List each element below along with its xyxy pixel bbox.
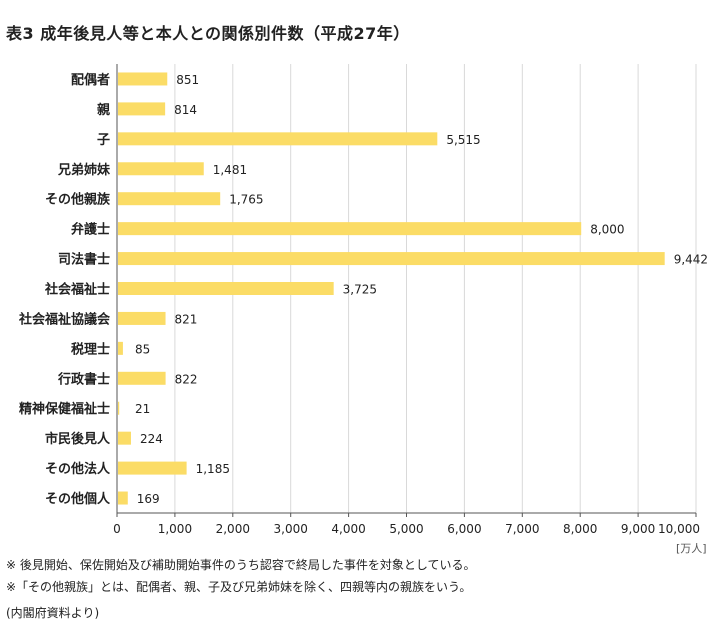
- category-label: 親: [97, 102, 110, 118]
- category-label: 司法書士: [58, 252, 110, 268]
- x-tick-label: 9,000: [621, 522, 655, 536]
- value-label: 5,515: [446, 133, 480, 147]
- value-label: 1,765: [229, 193, 263, 207]
- value-label: 9,442: [674, 253, 708, 267]
- bar: [118, 132, 438, 146]
- value-label: 8,000: [590, 223, 624, 237]
- x-axis-unit: [万人]: [676, 542, 707, 555]
- bar: [118, 341, 123, 355]
- bar: [118, 431, 131, 445]
- category-label: 社会福祉士: [44, 282, 110, 298]
- x-tick-label: 8,000: [563, 522, 597, 536]
- category-label: 社会福祉協議会: [18, 311, 111, 327]
- bar: [118, 401, 120, 415]
- bar: [118, 72, 168, 86]
- category-label: 子: [97, 133, 110, 148]
- category-label: 精神保健福祉士: [19, 401, 110, 417]
- note-1: ※ 後見開始、保佐開始及び補助開始事件のうち認容で終局した事件を対象としている。: [6, 558, 476, 572]
- value-label: 21: [135, 402, 150, 416]
- category-label: その他個人: [45, 491, 111, 507]
- category-label: 弁護士: [71, 222, 110, 238]
- x-tick-label: 0: [113, 522, 121, 536]
- value-label: 851: [176, 73, 199, 87]
- bar: [118, 461, 187, 475]
- bar: [118, 222, 582, 236]
- note-2: ※「その他親族」とは、配偶者、親、子及び兄弟姉妹を除く、四親等内の親族をいう。: [6, 580, 472, 594]
- bar: [118, 102, 166, 116]
- value-label: 821: [175, 312, 198, 326]
- bar: [118, 311, 166, 325]
- source-note: (内閣府資料より): [6, 606, 100, 620]
- x-tick-label: 3,000: [274, 522, 308, 536]
- x-tick-label: 2,000: [216, 522, 250, 536]
- value-label: 1,185: [196, 462, 230, 476]
- bar: [118, 491, 128, 505]
- value-label: 85: [135, 342, 150, 356]
- value-label: 814: [174, 103, 197, 117]
- bar: [118, 192, 221, 206]
- category-label: 配偶者: [71, 72, 110, 88]
- value-label: 3,725: [343, 283, 377, 297]
- category-label: 行政書士: [57, 371, 110, 387]
- category-label: 税理士: [71, 341, 110, 357]
- bar: [118, 252, 665, 266]
- x-tick-label: 5,000: [389, 522, 423, 536]
- x-tick-label: 4,000: [331, 522, 365, 536]
- category-label: 兄弟姉妹: [57, 162, 111, 178]
- x-tick-label: 10,000: [658, 522, 700, 536]
- bar: [118, 282, 334, 295]
- value-label: 822: [175, 372, 198, 386]
- bar-chart: 配偶者 851 親 814 子 5,515 兄弟姉妹 1,481 その他親族 1,765 弁護士 8,…: [18, 64, 708, 536]
- bar: [118, 371, 166, 385]
- value-label: 169: [137, 492, 160, 506]
- x-tick-label: 1,000: [158, 522, 192, 536]
- category-label: その他親族: [45, 192, 111, 208]
- bar: [118, 162, 204, 176]
- x-tick-label: 6,000: [447, 522, 481, 536]
- chart-title: 表3 成年後見人等と本人との関係別件数（平成27年）: [6, 24, 410, 43]
- value-label: 1,481: [213, 163, 247, 177]
- value-label: 224: [140, 432, 163, 446]
- x-tick-label: 7,000: [505, 522, 539, 536]
- category-label: 市民後見人: [45, 431, 111, 447]
- category-label: その他法人: [45, 461, 111, 477]
